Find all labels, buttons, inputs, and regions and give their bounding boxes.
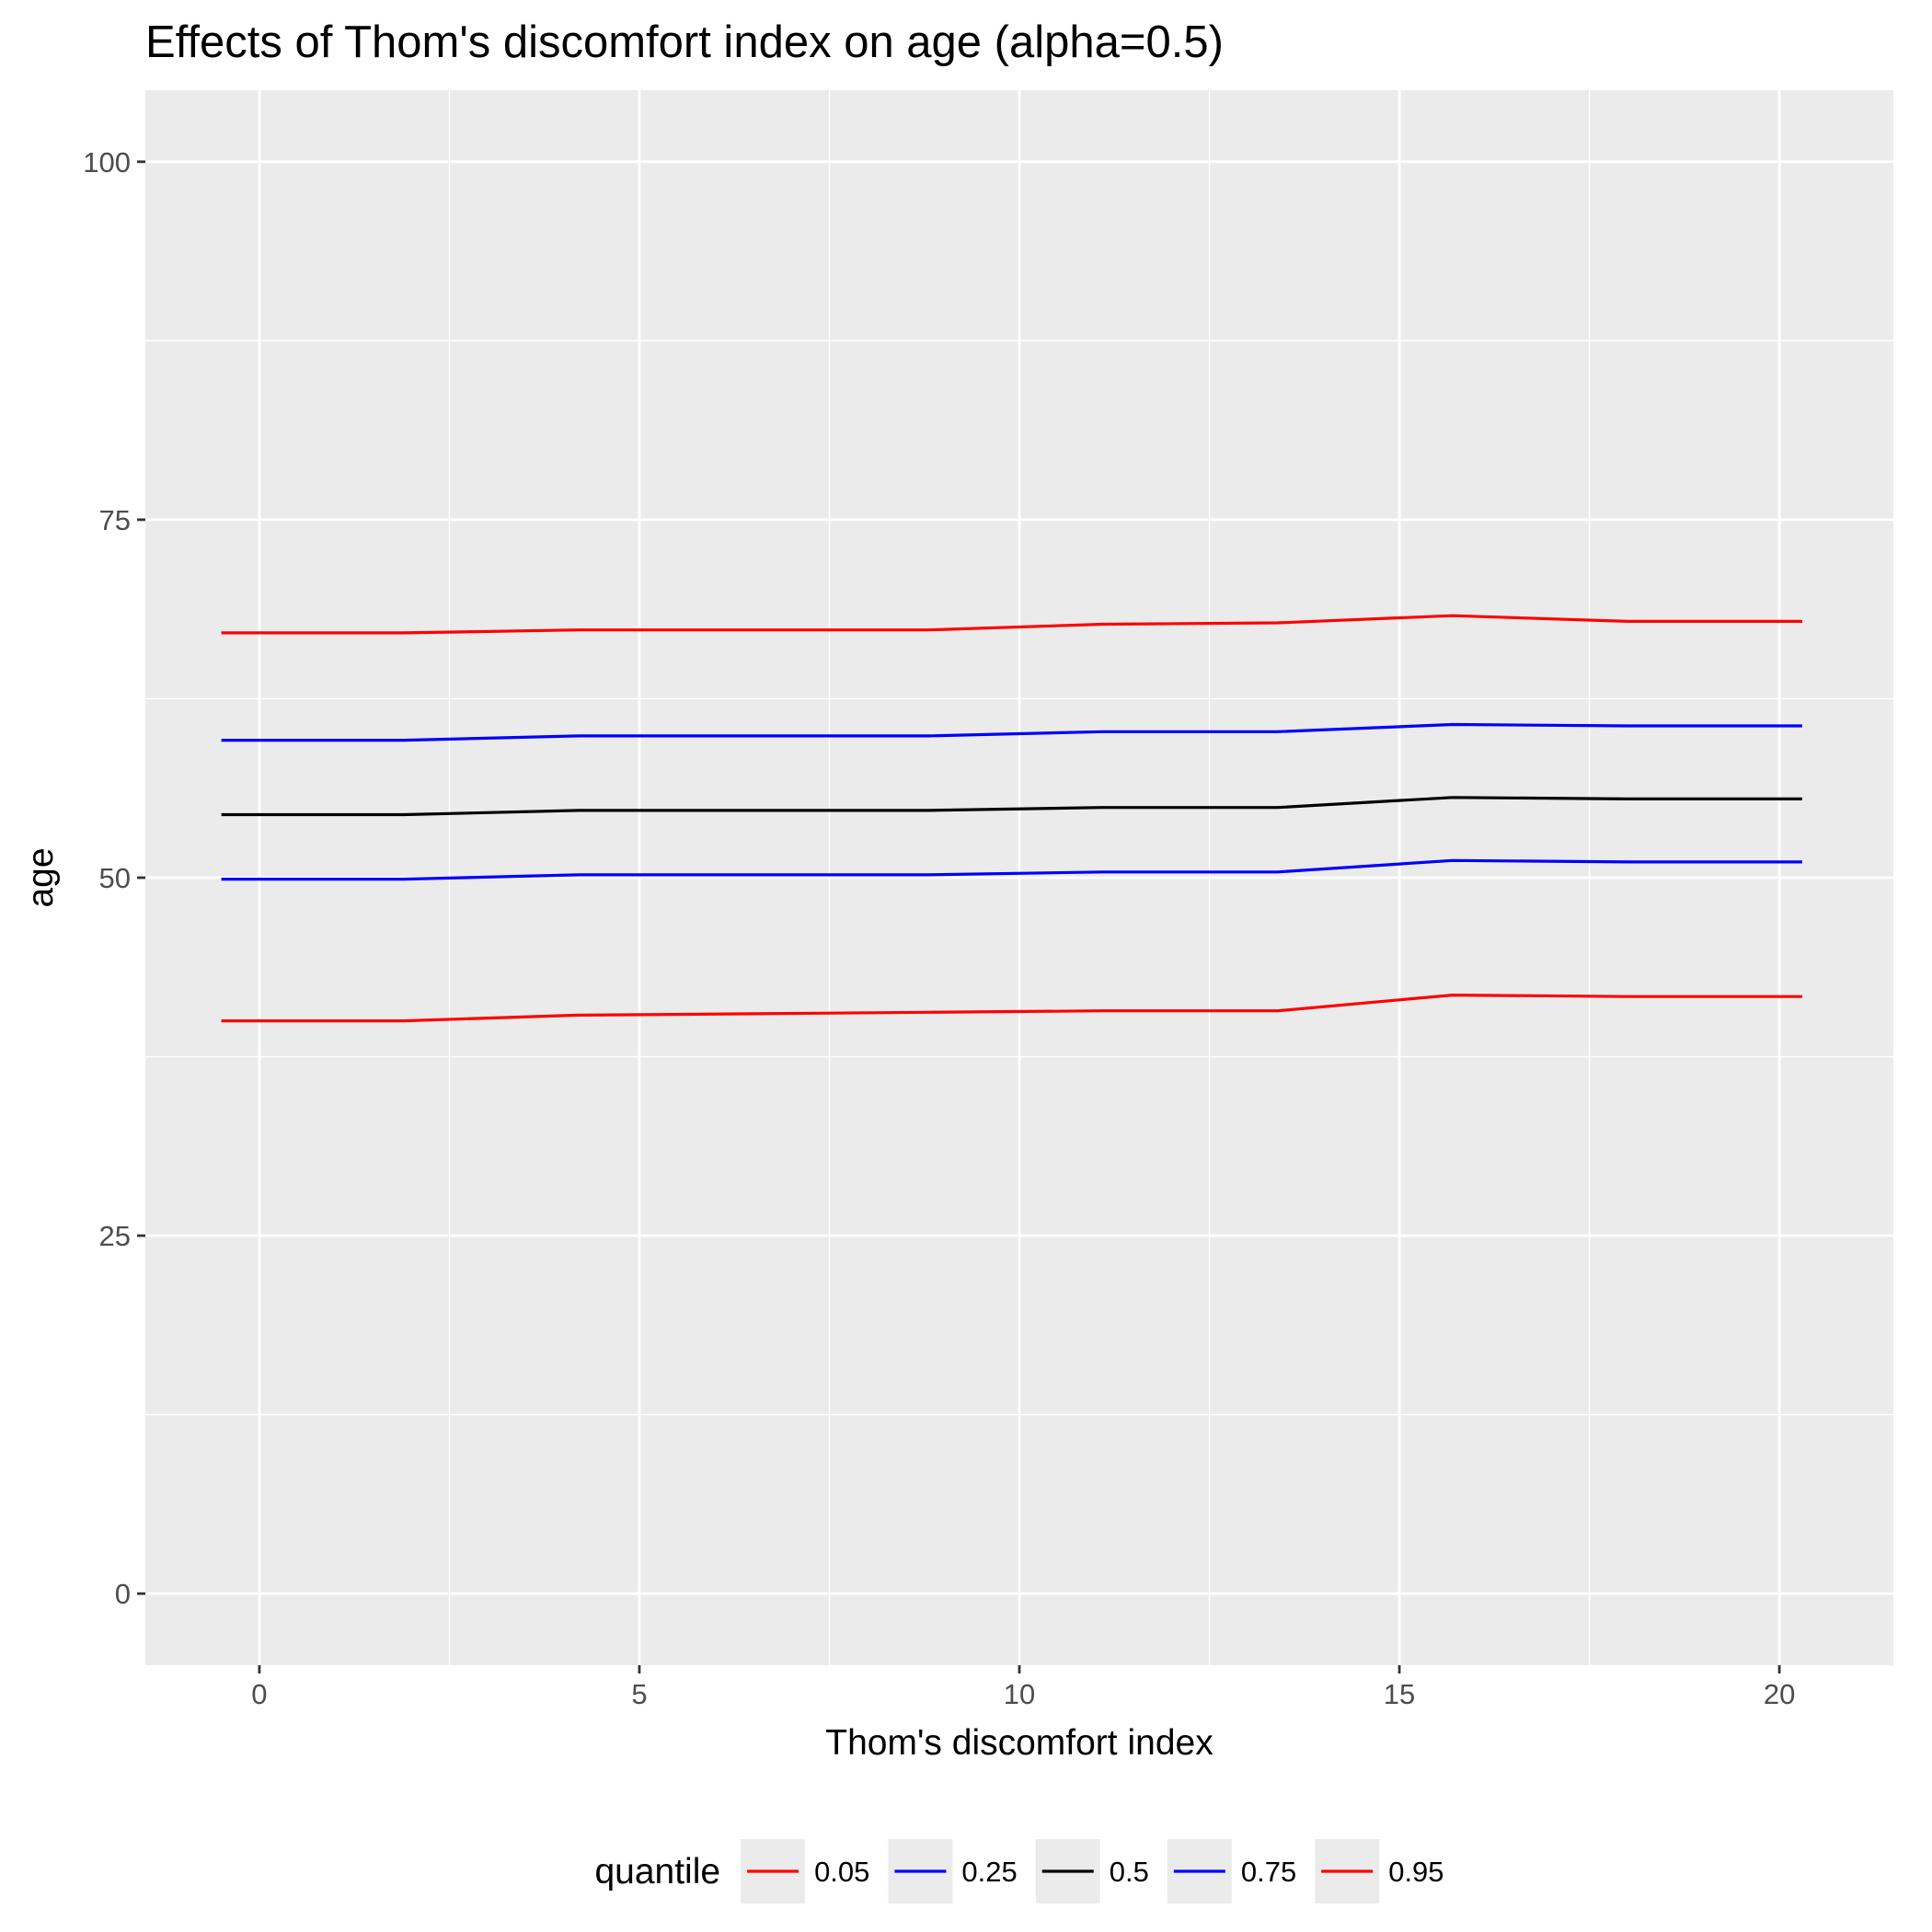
x-tick-label: 15 (1384, 1678, 1415, 1710)
series-line-0.25 (221, 858, 1802, 881)
x-tick-label: 0 (251, 1678, 267, 1710)
series-lines (221, 614, 1802, 1023)
legend-label-0.5: 0.5 (1110, 1856, 1149, 1888)
legend-label-0.05: 0.05 (814, 1856, 869, 1888)
legend-label-0.25: 0.25 (961, 1856, 1017, 1888)
legend-label-0.95: 0.95 (1388, 1856, 1443, 1888)
chart-title: Effects of Thom's discomfort index on ag… (145, 17, 1224, 67)
x-axis-title: Thom's discomfort index (825, 1723, 1213, 1763)
series-line-0.05 (221, 994, 1802, 1023)
legend-items: 0.05 0.25 0.5 0.75 0.95 (741, 1839, 1444, 1903)
y-axis-title: age (21, 847, 61, 907)
legend-label-0.75: 0.75 (1241, 1856, 1296, 1888)
y-tick-label: 25 (99, 1220, 131, 1252)
y-tick-label: 50 (99, 862, 131, 894)
x-tick-label: 20 (1764, 1678, 1795, 1710)
y-axis: 0 25 50 75 100 (83, 146, 145, 1610)
series-line-0.95 (221, 614, 1802, 635)
x-axis: 0 5 10 15 20 (251, 1665, 1795, 1710)
x-tick-label: 10 (1004, 1678, 1035, 1710)
series-line-0.5 (221, 796, 1802, 817)
y-tick-label: 100 (83, 146, 131, 178)
legend-title: quantile (594, 1852, 720, 1892)
x-tick-label: 5 (631, 1678, 647, 1710)
y-tick-label: 0 (115, 1578, 131, 1610)
legend: quantile 0.05 0.25 0.5 0.75 0.95 (594, 1839, 1444, 1903)
series-line-0.75 (221, 722, 1802, 742)
y-tick-label: 75 (99, 504, 131, 536)
